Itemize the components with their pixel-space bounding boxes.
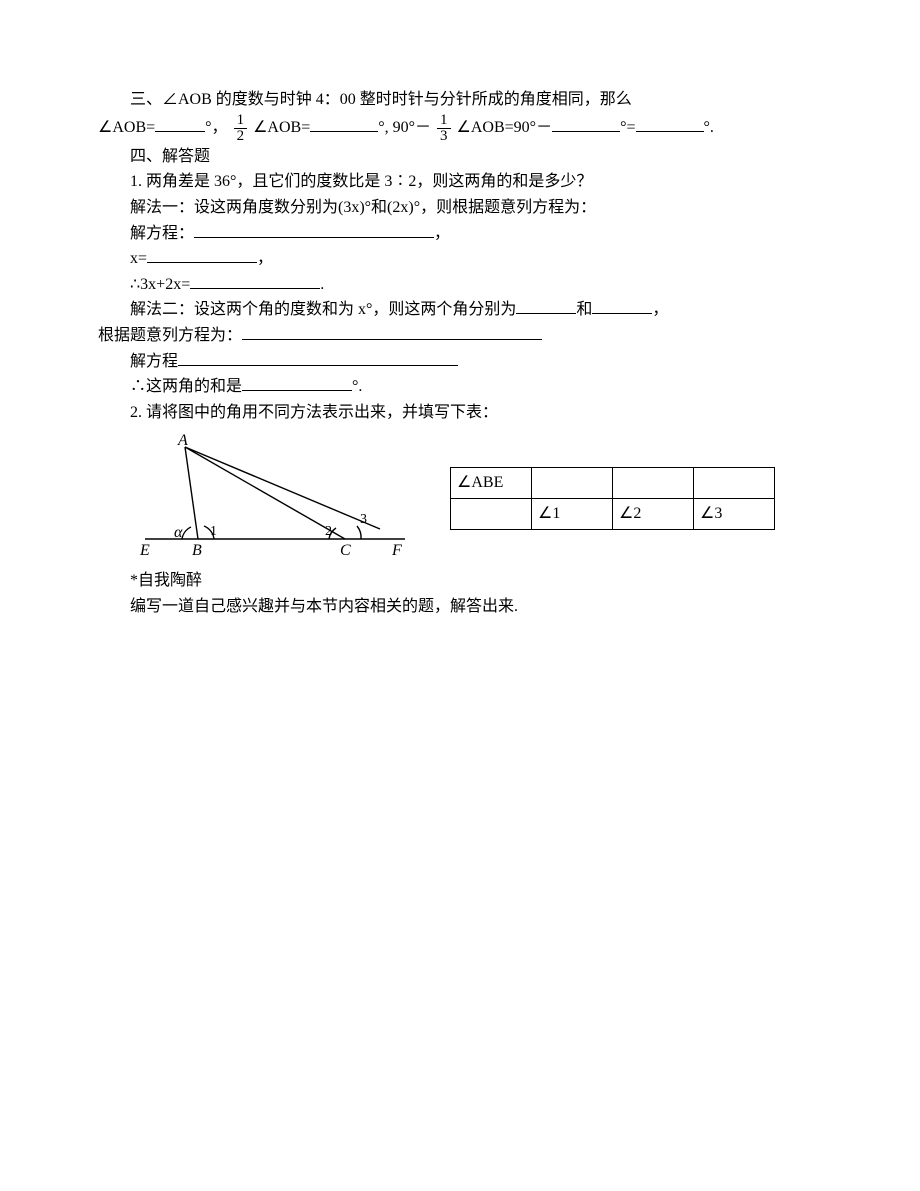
blank-aob[interactable] [155, 115, 205, 132]
q3-aob-eq: ∠AOB= [98, 119, 155, 136]
q4-p5: ∴3x+2x=. [98, 272, 822, 298]
frac-third-den: 3 [437, 129, 451, 144]
label-B: B [192, 542, 202, 559]
q3-line1: 三、∠AOB 的度数与时钟 4：00 整时时针与分针所成的角度相同，那么 [98, 88, 822, 113]
table-row: ∠1 ∠2 ∠3 [451, 499, 775, 530]
q4-p4a: x= [130, 250, 147, 267]
q4-p3a: 解方程： [130, 225, 194, 242]
q4-p6b: 和 [576, 301, 592, 318]
table-row: ∠ABE [451, 468, 775, 499]
blank-third-aob[interactable] [552, 115, 620, 132]
frac-half-num: 1 [234, 113, 248, 129]
blank-sum2[interactable] [242, 374, 352, 391]
q4-p10: 2. 请将图中的角用不同方法表示出来，并填写下表： [98, 400, 822, 426]
label-2: 2 [325, 524, 332, 539]
blank-ang2[interactable] [592, 297, 652, 314]
label-E: E [139, 542, 150, 559]
blank-half-aob[interactable] [310, 115, 378, 132]
q4-p6c: ， [652, 301, 668, 318]
cell-r1c2[interactable] [532, 468, 613, 499]
cell-a3: ∠3 [694, 499, 775, 530]
q4-p3: 解方程： ， [98, 221, 822, 247]
q3-aob2: ∠AOB= [253, 119, 310, 136]
blank-solve2[interactable] [178, 349, 458, 366]
q4-p8: 解方程 [98, 349, 822, 375]
q4-p9: ∴这两角的和是 °. [98, 374, 822, 400]
blank-result[interactable] [636, 115, 704, 132]
cell-a2: ∠2 [613, 499, 694, 530]
label-A: A [177, 432, 188, 449]
q4-p5a: ∴3x+2x= [130, 276, 190, 293]
q3-deg3: °= [620, 119, 635, 136]
blank-x[interactable] [147, 246, 257, 263]
q4-p7a: 根据题意列方程为： [98, 327, 242, 344]
frac-half-den: 2 [234, 129, 248, 144]
angle-diagram: A E B C F α 1 2 3 [130, 429, 420, 568]
q4-p4b: ， [257, 250, 273, 267]
frac-third-num: 1 [437, 113, 451, 129]
figure-row: A E B C F α 1 2 3 ∠ABE [130, 429, 822, 568]
frac-third: 13 [437, 113, 451, 144]
q4-p9b: °. [352, 378, 362, 395]
cell-a1: ∠1 [532, 499, 613, 530]
footer-2: 编写一道自己感兴趣并与本节内容相关的题，解答出来. [98, 594, 822, 620]
label-C: C [340, 542, 351, 559]
q3-deg1: °， [205, 119, 227, 136]
q4-p4: x= ， [98, 246, 822, 272]
q4-p2: 解法一：设这两角度数分别为(3x)°和(2x)°，则根据题意列方程为： [98, 195, 822, 221]
cell-abe: ∠ABE [451, 468, 532, 499]
blank-sum[interactable] [190, 272, 320, 289]
q3-aob3: ∠AOB=90°－ [457, 119, 553, 136]
q4-p6: 解法二：设这两个角的度数和为 x°，则这两个角分别为 和 ， [98, 297, 822, 323]
blank-eq2[interactable] [242, 323, 542, 340]
label-3: 3 [360, 512, 367, 527]
cell-r1c3[interactable] [613, 468, 694, 499]
label-alpha: α [174, 524, 183, 541]
q4-p7: 根据题意列方程为： [98, 323, 822, 349]
frac-half: 12 [234, 113, 248, 144]
cell-r2c1[interactable] [451, 499, 532, 530]
blank-ang1[interactable] [516, 297, 576, 314]
angle-table: ∠ABE ∠1 ∠2 ∠3 [450, 467, 775, 530]
q4-header: 四、解答题 [98, 144, 822, 170]
q4-p5b: . [320, 276, 324, 293]
q4-p9a: ∴这两角的和是 [130, 378, 242, 395]
cell-r1c4[interactable] [694, 468, 775, 499]
blank-eq1[interactable] [194, 221, 434, 238]
label-1: 1 [210, 524, 217, 539]
q3-deg4: °. [704, 119, 714, 136]
q4-p8a: 解方程 [130, 353, 178, 370]
q3-line2: ∠AOB=°， 12 ∠AOB=°, 90°－ 13 ∠AOB=90°－°=°. [98, 113, 822, 144]
q4-p1: 1. 两角差是 36°，且它们的度数比是 3∶2，则这两角的和是多少？ [98, 169, 822, 195]
q4-p3b: ， [434, 225, 450, 242]
label-F: F [391, 542, 402, 559]
footer-1: *自我陶醉 [98, 568, 822, 594]
q4-p6a: 解法二：设这两个角的度数和为 x°，则这两个角分别为 [130, 301, 516, 318]
q3-deg2: °, 90°－ [378, 119, 431, 136]
